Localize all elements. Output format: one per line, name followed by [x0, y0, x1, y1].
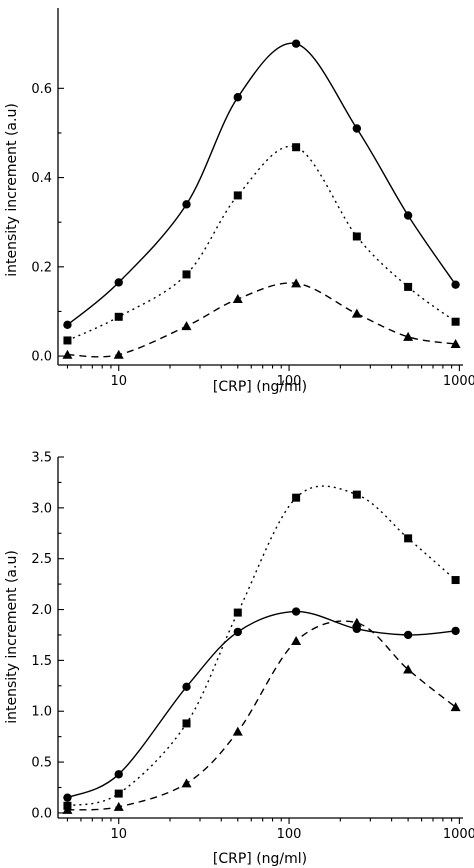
top-circle-point	[114, 278, 123, 287]
bottom-y-tick-label: 1.5	[31, 654, 52, 669]
top-circle-point	[182, 200, 191, 209]
bottom-y-tick-label: 2.5	[31, 552, 52, 567]
top-square-point	[352, 232, 361, 241]
top-x-tick-label: 100	[277, 374, 302, 389]
top-square-point	[451, 317, 460, 326]
top-y-tick-label: 0.2	[31, 260, 52, 275]
bottom-triangle-point	[232, 726, 243, 736]
top-square-point	[233, 191, 242, 200]
bottom-triangle-series-line	[67, 620, 457, 811]
top-square-point	[182, 270, 191, 279]
top-triangle-point	[181, 321, 192, 331]
top-triangle-point	[62, 349, 73, 359]
bottom-square-point	[451, 576, 460, 585]
top-triangle-point	[113, 349, 124, 359]
bottom-x-tick-label: 10	[110, 827, 127, 842]
bottom-circle-point	[182, 682, 191, 692]
top-x-tick-label: 10	[110, 374, 127, 389]
bottom-triangle-point	[113, 801, 124, 811]
bottom-square-point	[292, 493, 301, 502]
top-circle-point	[291, 39, 301, 48]
bottom-circle-series-line	[67, 610, 456, 799]
bottom-triangle-point	[62, 804, 73, 814]
top-chart: [CRP] (ng/ml) intensity increment (a.u) …	[4, 8, 474, 395]
bottom-triangle-point	[403, 664, 414, 674]
top-y-tick-label: 0.6	[31, 82, 52, 97]
top-x-axis-title: [CRP] (ng/ml)	[213, 379, 307, 395]
top-triangle-point	[450, 339, 461, 349]
top-square-point	[63, 336, 72, 345]
top-triangle-point	[291, 278, 302, 288]
top-circle-point	[352, 124, 362, 133]
top-y-tick-label: 0.0	[31, 350, 52, 365]
top-circle-point	[451, 280, 460, 289]
top-triangle-point	[351, 308, 362, 318]
bottom-circle-point	[352, 624, 362, 634]
top-y-tick-label: 0.4	[31, 171, 52, 186]
bottom-circle-point	[114, 770, 123, 779]
bottom-y-tick-label: 2.0	[31, 603, 52, 618]
top-square-point	[404, 282, 413, 291]
bottom-y-tick-label: 1.0	[31, 705, 52, 720]
bottom-square-point	[352, 490, 361, 499]
bottom-circle-point	[233, 627, 242, 637]
bottom-circle-point	[63, 793, 72, 802]
bottom-y-tick-label: 3.0	[31, 501, 52, 516]
bottom-chart: [CRP] (ng/ml) intensity increment (a.u) …	[4, 451, 474, 868]
bottom-square-series-line	[67, 485, 457, 807]
top-triangle-series-line	[67, 282, 456, 358]
bottom-square-point	[182, 719, 191, 728]
top-square-series-line	[67, 145, 457, 342]
bottom-circle-point	[403, 630, 413, 640]
top-circle-point	[403, 211, 413, 220]
top-square-point	[292, 143, 301, 152]
bottom-circle-point	[451, 626, 460, 636]
bottom-triangle-point	[450, 702, 461, 712]
bottom-y-tick-label: 3.5	[31, 451, 52, 466]
bottom-x-tick-label: 1000	[443, 827, 474, 842]
top-circle-point	[63, 320, 72, 330]
bottom-y-axis-title: intensity increment (a.u)	[4, 550, 20, 724]
bottom-triangle-point	[291, 636, 302, 646]
top-y-axis-title: intensity increment (a.u)	[4, 103, 20, 277]
bottom-square-point	[114, 789, 123, 798]
top-square-point	[114, 312, 123, 321]
bottom-circle-point	[291, 607, 301, 616]
bottom-square-point	[233, 608, 242, 617]
bottom-x-tick-label: 100	[277, 827, 302, 842]
bottom-x-axis-title: [CRP] (ng/ml)	[213, 851, 307, 867]
bottom-triangle-point	[181, 778, 192, 788]
top-circle-point	[233, 93, 242, 102]
top-x-tick-label: 1000	[443, 374, 474, 389]
top-triangle-point	[403, 331, 414, 341]
top-circle-series-line	[67, 42, 457, 326]
bottom-y-tick-label: 0.5	[31, 756, 52, 771]
bottom-triangle-point	[351, 617, 362, 627]
bottom-y-tick-label: 0.0	[31, 806, 52, 821]
top-triangle-point	[232, 293, 243, 303]
bottom-square-point	[404, 534, 413, 543]
